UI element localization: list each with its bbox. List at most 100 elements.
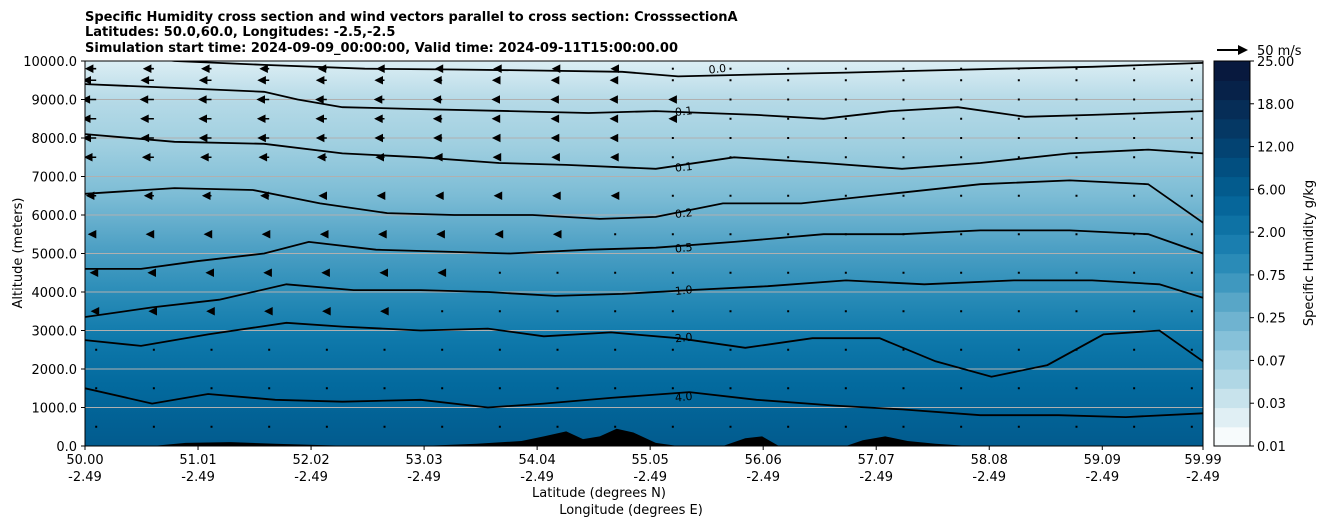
wind-vector-231 <box>1075 98 1078 101</box>
wind-vector-87 <box>432 114 443 124</box>
wind-vector-24 <box>140 75 154 85</box>
colorbar-segment-8 <box>1214 272 1250 293</box>
y-tick-label-0: 0.0 <box>56 440 77 455</box>
x-tick-label-lat-8: 58.08 <box>971 453 1008 468</box>
wind-vector-80 <box>441 348 444 351</box>
wind-vector-14 <box>152 387 155 390</box>
colorbar-segment-12 <box>1214 195 1250 216</box>
wind-vector-72 <box>375 152 385 162</box>
y-tick-label-1: 1000.0 <box>32 402 78 417</box>
wind-vector-238 <box>1133 271 1136 274</box>
wind-vector-103 <box>493 64 502 73</box>
colorbar-segment-0 <box>1214 426 1250 447</box>
wind-vector-175 <box>844 194 847 197</box>
wind-vector-110 <box>552 191 561 201</box>
wind-vector-39 <box>268 425 271 428</box>
gridlines <box>85 99 1203 408</box>
wind-vector-50 <box>257 75 270 85</box>
wind-vector-68 <box>380 306 389 316</box>
wind-vector-52 <box>325 425 328 428</box>
wind-vector-27 <box>210 387 213 390</box>
contour-label-5: 1.0 <box>674 283 693 298</box>
x-tick-label-lon-8: -2.49 <box>972 470 1006 485</box>
wind-vector-61 <box>315 114 327 124</box>
wind-vector-159 <box>787 310 790 313</box>
wind-vector-97 <box>493 191 503 201</box>
wind-vector-157 <box>787 387 790 390</box>
wind-vector-193 <box>902 79 905 82</box>
wind-vector-151 <box>729 137 732 139</box>
wind-vector-11 <box>85 75 97 85</box>
wind-vector-192 <box>902 98 905 101</box>
wind-vector-44 <box>261 229 271 239</box>
colorbar-tick-label-0: 0.01 <box>1257 440 1286 455</box>
contour-label-0: 0.0 <box>708 62 727 77</box>
contour-label-6: 2.0 <box>674 331 693 346</box>
wind-vector-250 <box>1190 310 1193 313</box>
colorbar-tick-label-9: 25.00 <box>1257 55 1294 70</box>
wind-vector-253 <box>1190 194 1193 197</box>
wind-vector-125 <box>609 133 619 143</box>
title-line-1: Specific Humidity cross section and wind… <box>85 10 738 25</box>
wind-vector-256 <box>1190 117 1193 120</box>
wind-vector-210 <box>1017 348 1020 351</box>
wind-vector-31 <box>203 229 213 239</box>
wind-vector-172 <box>844 310 847 313</box>
wind-vector-229 <box>1075 137 1078 139</box>
wind-vector-98 <box>492 152 502 162</box>
wind-vector-138 <box>671 137 674 139</box>
wind-vector-85 <box>434 152 443 162</box>
wind-vector-16 <box>148 306 157 316</box>
y-tick-label-5: 5000.0 <box>32 248 78 263</box>
wind-vector-81 <box>441 310 444 313</box>
wind-vector-88 <box>432 95 443 104</box>
wind-vector-74 <box>374 114 385 124</box>
wind-vector-158 <box>787 348 790 351</box>
colorbar-segment-4 <box>1214 349 1250 370</box>
wind-vector-203 <box>960 137 963 139</box>
wind-vector-197 <box>960 348 963 351</box>
x-tick-label-lat-4: 54.04 <box>519 453 556 468</box>
wind-vector-140 <box>668 95 677 104</box>
wind-vector-232 <box>1075 79 1078 82</box>
colorbar-tick-label-4: 0.75 <box>1257 269 1286 284</box>
wind-vector-95 <box>498 271 501 274</box>
colorbar-tick-label-8: 18.00 <box>1257 98 1294 113</box>
wind-vector-156 <box>787 425 790 428</box>
wind-vector-213 <box>1017 233 1020 236</box>
x-tick-label-lon-0: -2.49 <box>68 470 102 485</box>
wind-vector-230 <box>1075 117 1078 120</box>
wind-vector-114 <box>550 95 559 104</box>
wind-vector-242 <box>1133 137 1136 139</box>
wind-vector-75 <box>373 95 385 104</box>
wind-vector-218 <box>1017 98 1020 101</box>
wind-vector-154 <box>729 79 732 82</box>
wind-vector-196 <box>960 387 963 390</box>
wind-vector-102 <box>491 75 501 85</box>
colorbar-segment-16 <box>1214 118 1250 139</box>
wind-vector-177 <box>844 137 847 139</box>
wind-vector-259 <box>1190 67 1193 70</box>
wind-vector-145 <box>729 348 732 351</box>
wind-vector-226 <box>1075 233 1078 236</box>
wind-vector-135 <box>671 233 674 236</box>
wind-vector-200 <box>960 233 963 236</box>
wind-vector-187 <box>902 233 905 236</box>
colorbar-segment-5 <box>1214 330 1250 351</box>
wind-vector-78 <box>441 425 444 428</box>
wind-vector-165 <box>787 117 790 120</box>
wind-vector-170 <box>844 387 847 390</box>
x-tick-label-lon-4: -2.49 <box>520 470 554 485</box>
wind-vector-111 <box>551 152 560 162</box>
contour-lines <box>85 61 1203 419</box>
wind-vector-133 <box>671 310 674 313</box>
colorbar: 0.01 0.03 0.07 0.25 0.75 2.00 6.00 12.00 18.00 25… <box>1213 55 1294 455</box>
wind-vector-206 <box>960 79 963 82</box>
wind-vector-2 <box>95 348 98 351</box>
wind-vector-251 <box>1190 271 1193 274</box>
wind-vector-117 <box>614 425 617 428</box>
contour-line-4 <box>85 229 1203 270</box>
wind-vector-64 <box>317 64 327 73</box>
wind-vector-147 <box>729 271 732 274</box>
